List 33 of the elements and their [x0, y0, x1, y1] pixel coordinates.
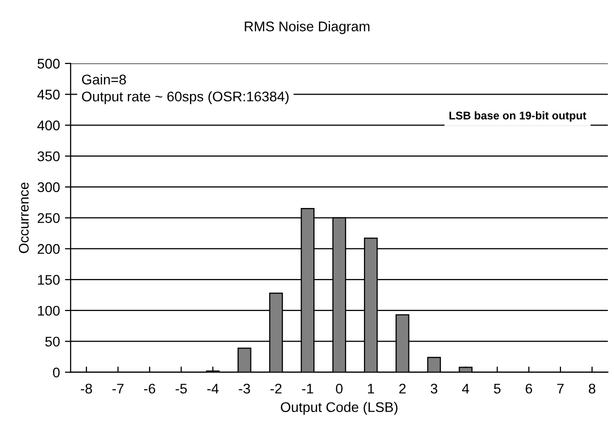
x-tick-label: -6	[144, 384, 156, 394]
x-tick-label: -5	[176, 384, 187, 394]
x-tick-label: -8	[80, 384, 92, 394]
x-tick-label: -7	[112, 384, 124, 394]
x-tick-label: 5	[494, 384, 501, 394]
x-tick-label: 6	[526, 384, 532, 394]
y-tick-label: 50	[45, 336, 60, 347]
y-tick-label: 500	[38, 58, 60, 69]
x-axis-title: Output Code (LSB)	[280, 402, 398, 415]
y-tick-label: 250	[38, 213, 60, 224]
y-tick-label: 150	[38, 274, 60, 285]
annotation: LSB base on 19-bit output	[449, 111, 586, 122]
x-tick-label: -2	[270, 384, 282, 394]
y-tick-label: 200	[38, 244, 60, 254]
y-axis-title: Occurrence	[18, 182, 29, 254]
y-tick-label: 0	[53, 368, 60, 378]
x-tick-label: -1	[302, 384, 314, 394]
y-tick-label: 450	[37, 90, 60, 100]
x-tick-label: -4	[207, 384, 219, 394]
x-tick-label: 0	[336, 384, 343, 394]
y-tick-label: 100	[38, 306, 60, 316]
annotation: Gain=8 Output rate ~ 60sps (OSR:16384)	[82, 74, 289, 104]
chart-title: RMS Noise Diagram	[244, 21, 370, 34]
x-tick-label: 4	[462, 384, 470, 394]
y-tick-label: 350	[38, 151, 60, 162]
x-tick-label: 2	[399, 384, 406, 394]
y-tick-label: 400	[37, 120, 60, 130]
x-tick-label: 8	[588, 384, 596, 394]
x-tick-label: 3	[430, 384, 438, 394]
x-tick-label: 1	[368, 384, 374, 394]
x-tick-label: -3	[238, 384, 250, 394]
y-tick-label: 300	[38, 182, 60, 192]
x-tick-label: 7	[557, 384, 564, 394]
